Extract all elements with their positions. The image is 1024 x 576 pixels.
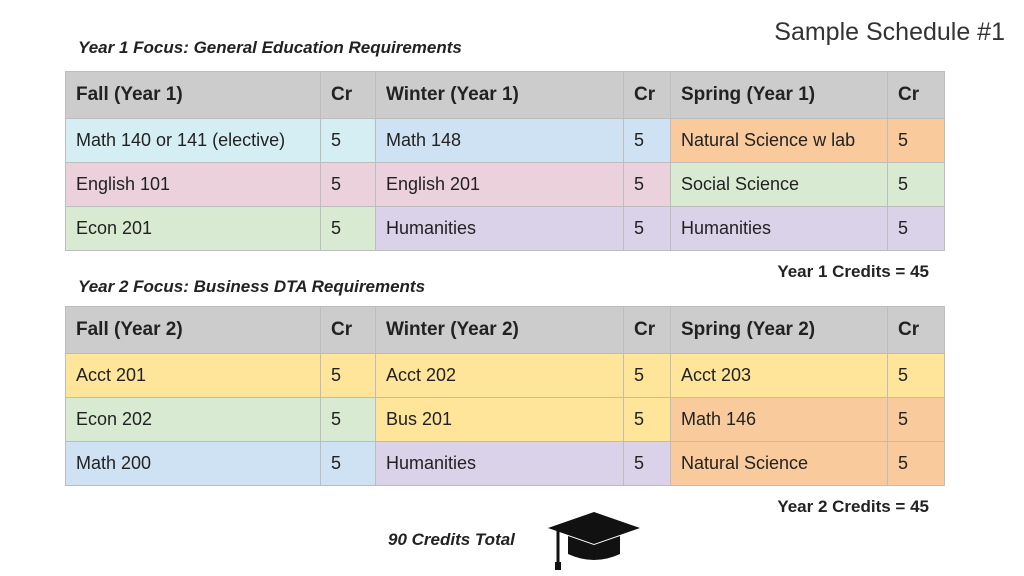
course-cell: Acct 201 [65,353,321,398]
credit-cell: 5 [320,162,376,207]
header-cell: Cr [623,71,671,119]
credit-cell: 5 [887,162,945,207]
course-cell: Humanities [670,206,888,251]
header-cell: Fall (Year 1) [65,71,321,119]
credit-cell: 5 [320,397,376,442]
header-cell: Cr [623,306,671,354]
focus-label: Year 1 Focus: General Education Requirem… [78,38,462,57]
credit-cell: 5 [623,353,671,398]
credit-cell: 5 [887,118,945,163]
course-cell: Math 148 [375,118,624,163]
header-cell: Fall (Year 2) [65,306,321,354]
course-cell: Acct 203 [670,353,888,398]
credit-cell: 5 [623,397,671,442]
credit-cell: 5 [887,206,945,251]
header-cell: Spring (Year 2) [670,306,888,354]
year-credits: Year 2 Credits = 45 [777,497,929,516]
course-row: Math 200 5 Humanities 5 Natural Science 5 [65,441,945,486]
credit-cell: 5 [623,441,671,486]
course-row: Math 140 or 141 (elective) 5 Math 148 5 Natu… [65,118,945,163]
credit-cell: 5 [887,397,945,442]
course-cell: English 101 [65,162,321,207]
credit-cell: 5 [623,206,671,251]
header-row: Fall (Year 2) Cr Winter (Year 2) Cr Spring (… [65,306,945,354]
credit-cell: 5 [887,353,945,398]
course-cell: Humanities [375,441,624,486]
schedule-table: Fall (Year 1) Cr Winter (Year 1) Cr Spring (… [65,71,945,251]
course-cell: Math 146 [670,397,888,442]
credit-cell: 5 [320,353,376,398]
header-row: Fall (Year 1) Cr Winter (Year 1) Cr Spring (… [65,71,945,119]
course-cell: Social Science [670,162,888,207]
course-cell: English 201 [375,162,624,207]
header-cell: Cr [887,306,945,354]
course-cell: Natural Science [670,441,888,486]
schedule-table: Fall (Year 2) Cr Winter (Year 2) Cr Spring (… [65,306,945,486]
header-cell: Cr [320,71,376,119]
course-cell: Econ 202 [65,397,321,442]
credit-cell: 5 [887,441,945,486]
course-cell: Acct 202 [375,353,624,398]
course-cell: Natural Science w lab [670,118,888,163]
course-cell: Math 200 [65,441,321,486]
credit-cell: 5 [623,162,671,207]
header-cell: Winter (Year 2) [375,306,624,354]
credit-cell: 5 [320,118,376,163]
header-cell: Winter (Year 1) [375,71,624,119]
credit-cell: 5 [320,441,376,486]
credit-cell: 5 [320,206,376,251]
total-credits: 90 Credits Total [388,530,515,549]
course-cell: Humanities [375,206,624,251]
graduation-cap-icon [548,512,640,570]
focus-label: Year 2 Focus: Business DTA Requirements [78,277,426,296]
header-cell: Spring (Year 1) [670,71,888,119]
header-cell: Cr [887,71,945,119]
year-credits: Year 1 Credits = 45 [777,262,929,281]
header-cell: Cr [320,306,376,354]
course-row: Acct 201 5 Acct 202 5 Acct 203 5 [65,353,945,398]
course-row: English 101 5 English 201 5 Social Science 5 [65,162,945,207]
course-cell: Econ 201 [65,206,321,251]
course-cell: Bus 201 [375,397,624,442]
course-cell: Math 140 or 141 (elective) [65,118,321,163]
course-row: Econ 201 5 Humanities 5 Humanities 5 [65,206,945,251]
slide-title: Sample Schedule #1 [774,18,1005,46]
credit-cell: 5 [623,118,671,163]
course-row: Econ 202 5 Bus 201 5 Math 146 5 [65,397,945,442]
